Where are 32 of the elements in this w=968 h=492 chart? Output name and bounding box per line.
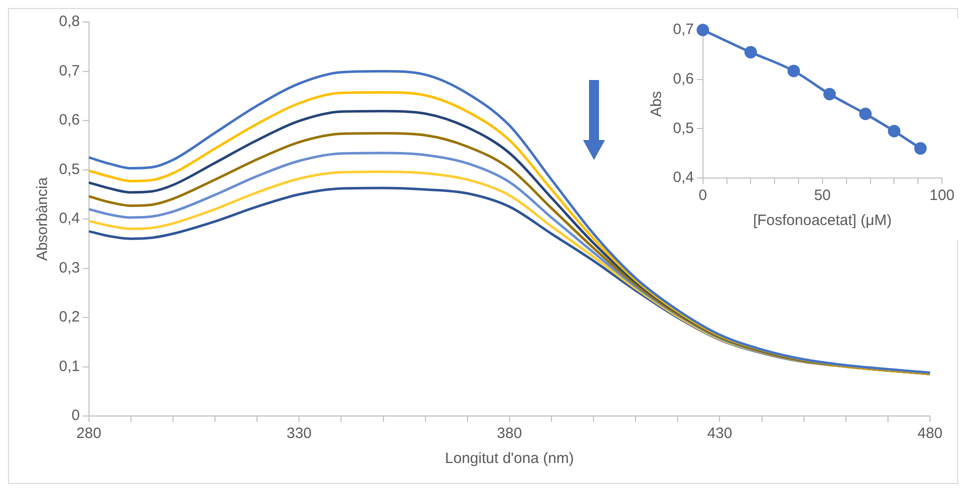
x-tick-label: 0	[698, 187, 708, 204]
x-tick-label: 430	[707, 425, 732, 442]
y-tick-label: 0,6	[672, 70, 694, 88]
y-tick-label: 0,2	[58, 308, 80, 326]
y-tick-label: 0,7	[58, 62, 80, 80]
point	[859, 108, 872, 120]
y-tick-label: 0,6	[58, 112, 80, 129]
y-tick-label: 0,1	[58, 358, 80, 375]
y-tick-label: 0,8	[58, 13, 80, 30]
point	[696, 24, 710, 36]
x-tick-label: 380	[496, 425, 522, 442]
y-axis-title: Absorbància	[34, 176, 52, 261]
x-tick-label: 330	[286, 425, 312, 442]
y-axis-title: Abs	[648, 91, 666, 117]
x-tick-label: 280	[76, 425, 102, 442]
point	[787, 64, 800, 78]
y-tick-label: 0,5	[58, 160, 80, 178]
y-tick-label: 0,5	[672, 120, 694, 137]
point	[914, 142, 927, 155]
x-tick-label: 100	[929, 187, 955, 204]
y-tick-label: 0,7	[672, 21, 694, 38]
y-tick-label: 0,3	[58, 259, 80, 276]
x-axis-title: Longitut d'ona (nm)	[445, 450, 574, 468]
y-tick-label: 0,4	[58, 210, 80, 228]
y-tick-label: 0,4	[672, 169, 694, 186]
x-tick-label: 50	[814, 187, 831, 204]
point	[823, 88, 836, 100]
y-tick-label: 0	[72, 407, 80, 424]
x-tick-label: 480	[917, 425, 943, 442]
point	[888, 124, 900, 138]
point	[744, 46, 757, 58]
x-axis-title: [Fosfonoacetat] (μM)	[753, 212, 892, 230]
